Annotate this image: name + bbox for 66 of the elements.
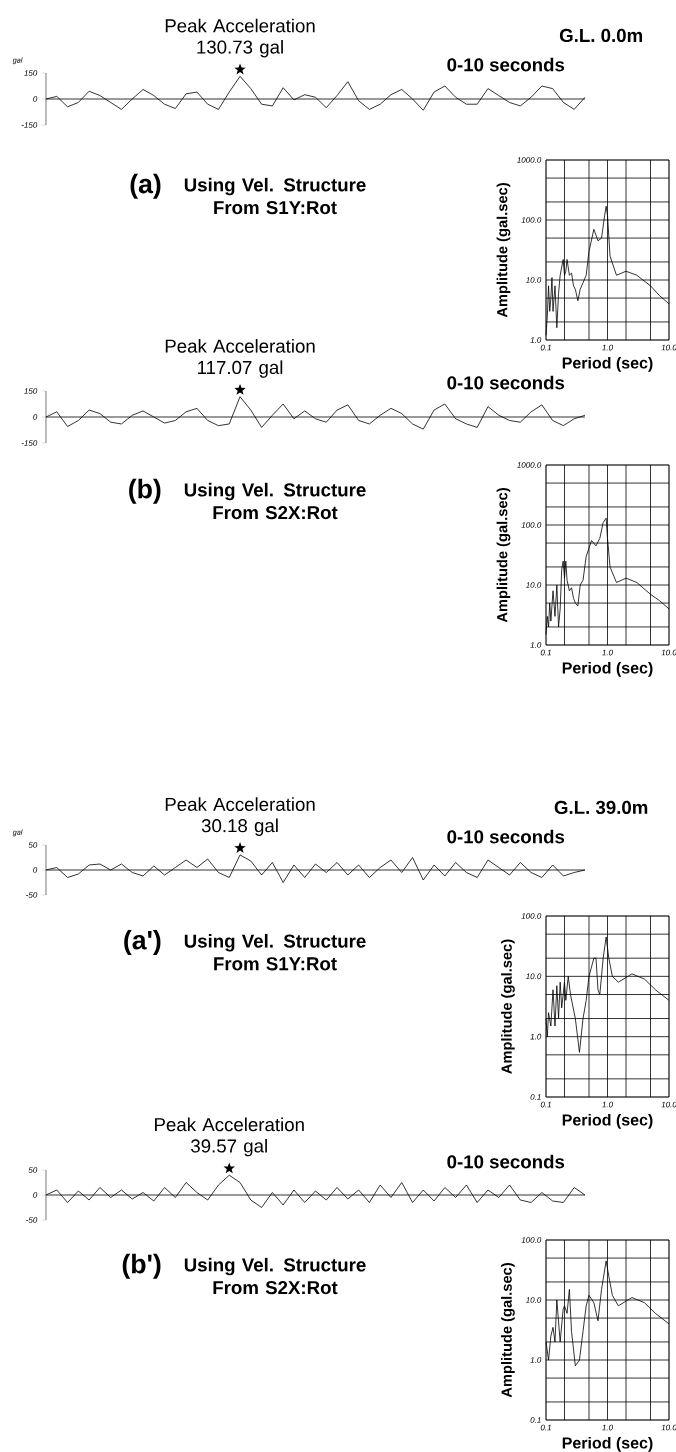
y-axis-title: Amplitude (gal.sec) bbox=[496, 488, 511, 623]
text: 0-10 seconds bbox=[447, 57, 565, 72]
text: Using Vel. Structure From S1Y:Rot bbox=[184, 934, 366, 971]
y-tick-label: 1.0 bbox=[530, 1033, 542, 1040]
x-tick-label: 10.0 bbox=[661, 1424, 676, 1431]
x-tick-label: 1.0 bbox=[602, 1101, 613, 1108]
y-tick-label: 100.0 bbox=[521, 217, 542, 223]
text: (b') bbox=[122, 1253, 161, 1279]
y-tick-label: 10.0 bbox=[525, 582, 542, 588]
y-tick-label: 1.0 bbox=[530, 1357, 542, 1363]
text: 0-10 seconds bbox=[447, 1154, 565, 1169]
y-tick-label: 1000.0 bbox=[517, 462, 542, 468]
y-tick-label: 0 bbox=[33, 867, 38, 873]
y-tick-label: 10.0 bbox=[525, 1297, 542, 1303]
x-tick-label: 0.1 bbox=[540, 344, 551, 351]
y-tick-label: 10.0 bbox=[525, 277, 542, 283]
x-tick-label: 1.0 bbox=[602, 1424, 613, 1431]
annotation: Peak Acceleration 39.57 gal bbox=[155, 1117, 304, 1157]
text: Using Vel. Structure From S2X:Rot bbox=[184, 482, 366, 520]
x-tick-label: 1.0 bbox=[602, 649, 613, 656]
text: 0-10 seconds bbox=[447, 375, 565, 390]
y-tick-label: 100.0 bbox=[521, 522, 542, 528]
y-axis-title: Amplitude (gal.sec) bbox=[501, 1263, 515, 1398]
y-tick-label: 150 bbox=[24, 70, 38, 76]
y-tick-label: 50 bbox=[28, 1167, 38, 1173]
text: (b) bbox=[129, 478, 161, 504]
text: G.L. 39.0m bbox=[554, 800, 648, 815]
y-tick-label: 1.0 bbox=[530, 337, 542, 343]
text: Using Vel. Structure From S2X:Rot bbox=[184, 1257, 366, 1295]
x-tick-label: 0.1 bbox=[540, 649, 551, 656]
x-axis-title: Period (sec) bbox=[562, 661, 653, 677]
y-tick-label: -150 bbox=[21, 440, 38, 446]
text: Using Vel. Structure From S1Y:Rot bbox=[184, 177, 366, 215]
y-tick-label: 0 bbox=[33, 96, 38, 102]
y-tick-label: 100.0 bbox=[521, 1237, 542, 1243]
y-tick-label: 10.0 bbox=[525, 973, 542, 980]
y-axis-title: Amplitude (gal.sec) bbox=[496, 183, 511, 318]
text: G.L. 0.0m bbox=[559, 28, 643, 43]
x-tick-label: 0.1 bbox=[540, 1424, 551, 1431]
text: (a) bbox=[130, 173, 161, 199]
y-tick-label: -50 bbox=[26, 892, 38, 898]
x-tick-label: 1.0 bbox=[602, 344, 613, 351]
x-axis-title: Period (sec) bbox=[562, 1436, 653, 1452]
x-axis-title: Period (sec) bbox=[562, 1113, 653, 1129]
y-tick-label: -150 bbox=[21, 122, 38, 128]
x-tick-label: 10.0 bbox=[661, 649, 676, 656]
annotation: Peak Acceleration 117.07 gal bbox=[165, 339, 315, 378]
y-tick-label: 50 bbox=[28, 842, 38, 848]
y-tick-label: 0 bbox=[33, 414, 38, 420]
x-tick-label: 0.1 bbox=[540, 1101, 551, 1108]
y-tick-label: 0 bbox=[33, 1192, 38, 1198]
x-axis-title: Period (sec) bbox=[562, 356, 653, 372]
annotation: Peak Acceleration 130.73 gal bbox=[165, 18, 315, 58]
y-tick-label: -50 bbox=[26, 1217, 38, 1223]
text: (a') bbox=[124, 930, 161, 955]
y-tick-label: 100.0 bbox=[521, 913, 542, 919]
x-tick-label: 10.0 bbox=[661, 1101, 676, 1108]
y-tick-label: 1.0 bbox=[530, 642, 542, 648]
y-tick-label: 150 bbox=[24, 388, 38, 394]
annotation: Peak Acceleration 30.18 gal bbox=[165, 797, 315, 836]
x-tick-label: 10.0 bbox=[661, 344, 676, 351]
y-tick-label: 1000.0 bbox=[517, 157, 542, 163]
y-tick-label: 0.1 bbox=[530, 1417, 541, 1423]
text: 0-10 seconds bbox=[447, 829, 565, 844]
y-tick-label: 0.1 bbox=[530, 1094, 541, 1100]
y-axis-title: Amplitude (gal.sec) bbox=[501, 939, 515, 1074]
